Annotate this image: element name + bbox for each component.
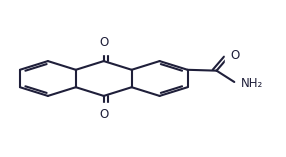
Text: O: O — [230, 49, 239, 62]
Text: O: O — [99, 108, 108, 122]
Text: NH₂: NH₂ — [241, 77, 264, 90]
Text: O: O — [99, 35, 108, 49]
